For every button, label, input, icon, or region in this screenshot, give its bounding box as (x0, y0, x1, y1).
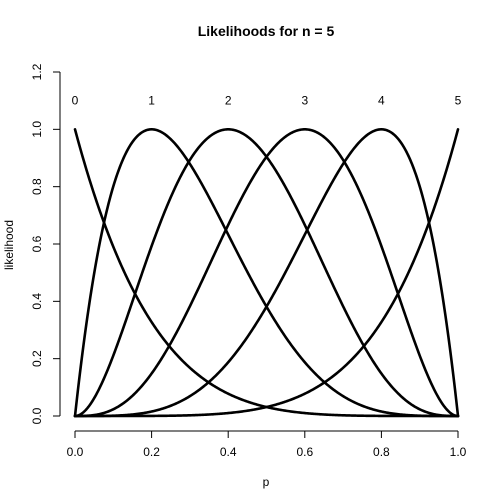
curve-label-k1: 1 (148, 94, 155, 108)
curve-label-k0: 0 (72, 94, 79, 108)
y-tick-label: 1.0 (30, 121, 44, 138)
x-tick-label: 0.6 (296, 445, 313, 459)
y-tick-label: 1.2 (30, 63, 44, 80)
x-tick-label: 0.2 (143, 445, 160, 459)
x-axis-label: p (263, 475, 270, 489)
likelihood-curve-k3 (73, 128, 460, 418)
likelihood-curve-k2 (73, 128, 460, 418)
y-tick-label: 0.4 (30, 293, 44, 310)
likelihood-curve-k0 (73, 128, 460, 418)
x-tick-label: 0.0 (67, 445, 84, 459)
curve-label-k4: 4 (378, 94, 385, 108)
plot-area: 0.0 0.2 0.4 0.6 0.8 1.0 0.0 0.2 0.4 0.6 0.8 1.0 1.2 0… (30, 63, 467, 459)
likelihood-curve-k4 (73, 128, 460, 418)
y-axis-label: likelihood (2, 220, 16, 270)
curve-label-k5: 5 (455, 94, 462, 108)
x-tick-label: 0.4 (220, 445, 237, 459)
likelihood-curve-k5 (73, 128, 460, 418)
y-tick-label: 0.2 (30, 350, 44, 367)
x-tick-label: 1.0 (450, 445, 467, 459)
curve-label-k2: 2 (225, 94, 232, 108)
y-tick-label: 0.6 (30, 235, 44, 252)
chart-title: Likelihoods for n = 5 (198, 23, 335, 39)
curve-label-k3: 3 (301, 94, 308, 108)
x-tick-label: 0.8 (373, 445, 390, 459)
likelihood-curve-k1 (73, 128, 460, 418)
y-tick-label: 0.0 (30, 407, 44, 424)
y-tick-label: 0.8 (30, 178, 44, 195)
